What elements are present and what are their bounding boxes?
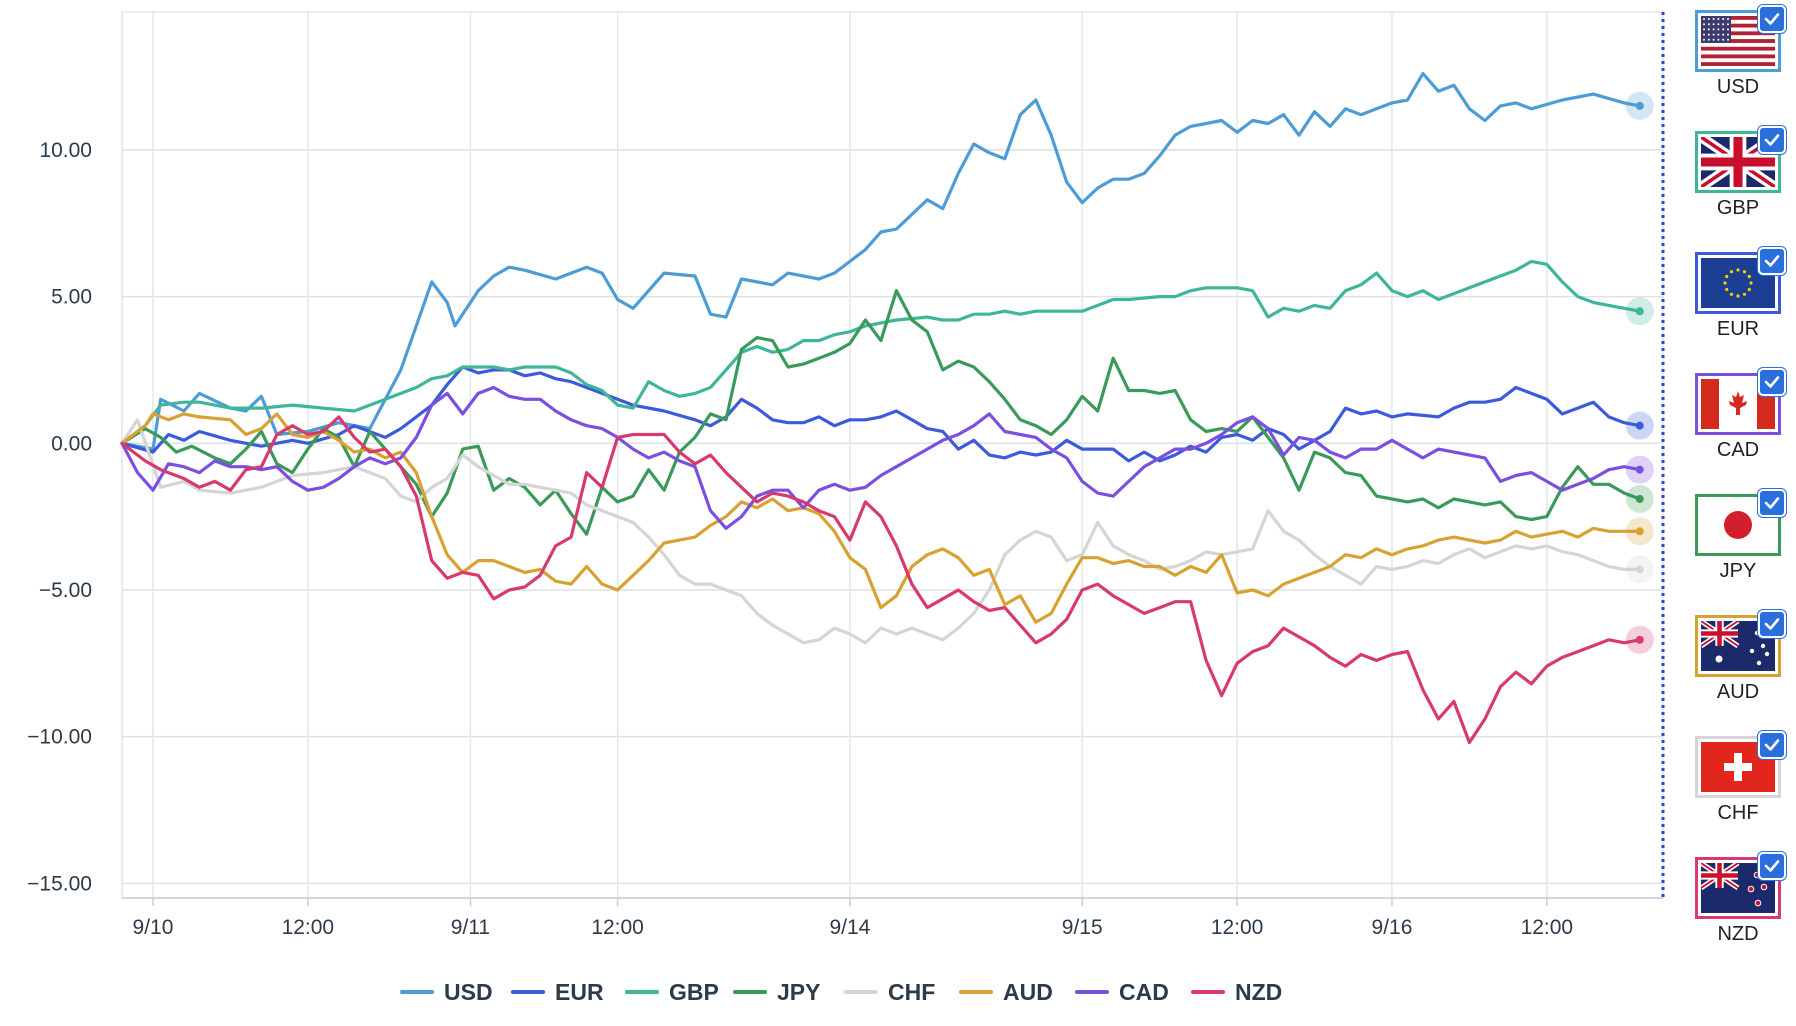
y-axis: 10.00 5.00 0.00 −5.00 −10.00 −15.00 (27, 139, 92, 895)
legend-item-cad[interactable]: CAD (1075, 979, 1169, 1005)
checkbox-checked-icon[interactable] (1758, 247, 1786, 275)
legend-item-chf[interactable]: CHF (844, 979, 935, 1005)
currency-toggle-cad[interactable]: CAD (1692, 368, 1786, 462)
jpy-flag-icon[interactable] (1695, 489, 1786, 556)
chart-grid (121, 11, 1664, 899)
x-tick-label: 12:00 (1211, 916, 1264, 939)
legend-item-nzd[interactable]: NZD (1191, 979, 1282, 1005)
eur-flag-icon[interactable] (1695, 247, 1786, 314)
plot-frame (121, 11, 1664, 899)
currency-code-label: GBP (1716, 197, 1760, 219)
x-tick-label: 9/15 (1062, 916, 1103, 939)
currency-code-label: CHF (1717, 802, 1759, 824)
end-dot-nzd (1635, 635, 1644, 644)
currency-toggle-eur[interactable]: EUR (1692, 247, 1786, 341)
currency-toggle-chf[interactable]: CHF (1692, 731, 1786, 825)
chf-flag-icon[interactable] (1695, 731, 1786, 798)
currency-code-label: AUD (1716, 681, 1760, 703)
end-dot-usd (1635, 101, 1644, 110)
legend-label: CHF (888, 979, 935, 1005)
x-tick-label: 9/11 (451, 916, 490, 939)
currency-toggle-jpy[interactable]: JPY (1692, 489, 1786, 583)
x-tick-label: 12:00 (1521, 916, 1574, 939)
y-tick-label: −5.00 (39, 579, 92, 602)
legend-label: JPY (777, 979, 820, 1005)
gbp-flag-icon[interactable] (1695, 126, 1786, 193)
end-dot-jpy (1635, 495, 1644, 504)
series-line-chf (120, 418, 1642, 645)
currency-code-label: USD (1716, 76, 1760, 98)
legend-item-eur[interactable]: EUR (511, 979, 604, 1005)
legend-item-jpy[interactable]: JPY (733, 979, 820, 1005)
x-tick-label: 12:00 (282, 916, 335, 939)
legend-item-aud[interactable]: AUD (959, 979, 1053, 1005)
series-line-nzd (120, 415, 1642, 745)
x-axis: 9/10 12:00 9/11 12:00 9/14 9/15 12:00 9/16 12:00 (122, 897, 1663, 939)
series-end-markers (1625, 91, 1654, 654)
checkbox-checked-icon[interactable] (1758, 126, 1786, 154)
legend-label: EUR (555, 979, 604, 1005)
chart-series (120, 71, 1642, 745)
end-dot-cad (1635, 465, 1644, 474)
legend-label: GBP (669, 979, 719, 1005)
series-line-cad (120, 385, 1642, 530)
x-tick-label: 9/16 (1372, 916, 1413, 939)
y-tick-label: 0.00 (51, 432, 92, 455)
legend-label: CAD (1119, 979, 1169, 1005)
legend-label: AUD (1003, 979, 1053, 1005)
currency-flag-panel: USD GBP EUR CAD JPY AUD CHF NZD (1680, 0, 1796, 1026)
aud-flag-icon[interactable] (1695, 610, 1786, 677)
legend-item-usd[interactable]: USD (400, 979, 493, 1005)
series-line-eur (120, 365, 1642, 463)
series-line-gbp (120, 259, 1642, 445)
usd-flag-icon[interactable] (1695, 5, 1786, 72)
legend-item-gbp[interactable]: GBP (625, 979, 719, 1005)
checkbox-checked-icon[interactable] (1758, 489, 1786, 517)
series-line-usd (120, 71, 1642, 451)
x-tick-label: 12:00 (591, 916, 644, 939)
end-dot-aud (1635, 527, 1644, 536)
currency-toggle-gbp[interactable]: GBP (1692, 126, 1786, 220)
series-line-jpy (120, 289, 1642, 536)
currency-toggle-nzd[interactable]: NZD (1692, 852, 1786, 946)
currency-toggle-aud[interactable]: AUD (1692, 610, 1786, 704)
legend-label: USD (444, 979, 493, 1005)
currency-code-label: NZD (1717, 923, 1759, 945)
checkbox-checked-icon[interactable] (1758, 852, 1786, 880)
end-dot-chf (1635, 565, 1644, 574)
x-tick-label: 9/10 (133, 916, 174, 939)
legend-label: NZD (1235, 979, 1282, 1005)
end-dot-gbp (1635, 307, 1644, 316)
y-tick-label: −15.00 (27, 872, 92, 895)
chart-legend: USD EUR GBP JPY CHF AUD CAD NZD (400, 979, 1282, 1005)
y-tick-label: 5.00 (51, 286, 92, 309)
end-dot-eur (1635, 421, 1644, 430)
nzd-flag-icon[interactable] (1695, 852, 1786, 919)
y-tick-label: −10.00 (27, 726, 92, 749)
cad-flag-icon[interactable] (1695, 368, 1786, 435)
x-tick-label: 9/14 (829, 916, 870, 939)
checkbox-checked-icon[interactable] (1758, 5, 1786, 33)
series-line-aud (120, 412, 1642, 624)
currency-code-label: EUR (1716, 318, 1760, 340)
currency-code-label: JPY (1719, 560, 1757, 582)
checkbox-checked-icon[interactable] (1758, 610, 1786, 638)
checkbox-checked-icon[interactable] (1758, 368, 1786, 396)
checkbox-checked-icon[interactable] (1758, 731, 1786, 759)
currency-code-label: CAD (1716, 439, 1760, 461)
currency-toggle-usd[interactable]: USD (1692, 5, 1786, 99)
y-tick-label: 10.00 (39, 139, 92, 162)
